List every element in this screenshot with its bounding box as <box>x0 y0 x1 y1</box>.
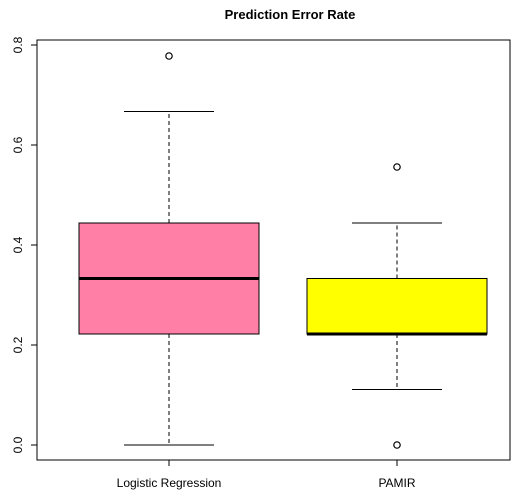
y-tick-label: 0.2 <box>11 336 25 353</box>
box <box>306 278 488 335</box>
y-axis: 0.0 0.2 0.4 0.6 0.8 <box>11 36 38 460</box>
outlier-point <box>393 163 401 171</box>
chart-title: Prediction Error Rate <box>225 7 356 22</box>
x-tick-label: Logistic Regression <box>117 476 222 490</box>
y-tick-label: 0.0 <box>11 436 25 453</box>
y-tick-label: 0.6 <box>11 136 25 153</box>
y-tick-label: 0.8 <box>11 36 25 53</box>
outlier-point <box>393 441 401 449</box>
boxes <box>78 52 488 449</box>
y-tick-label: 0.4 <box>11 236 25 253</box>
x-axis: Logistic Regression PAMIR <box>117 460 416 490</box>
box-group <box>78 52 260 446</box>
box-group <box>306 163 488 449</box>
x-tick-label: PAMIR <box>378 476 415 490</box>
outlier-point <box>165 52 173 60</box>
